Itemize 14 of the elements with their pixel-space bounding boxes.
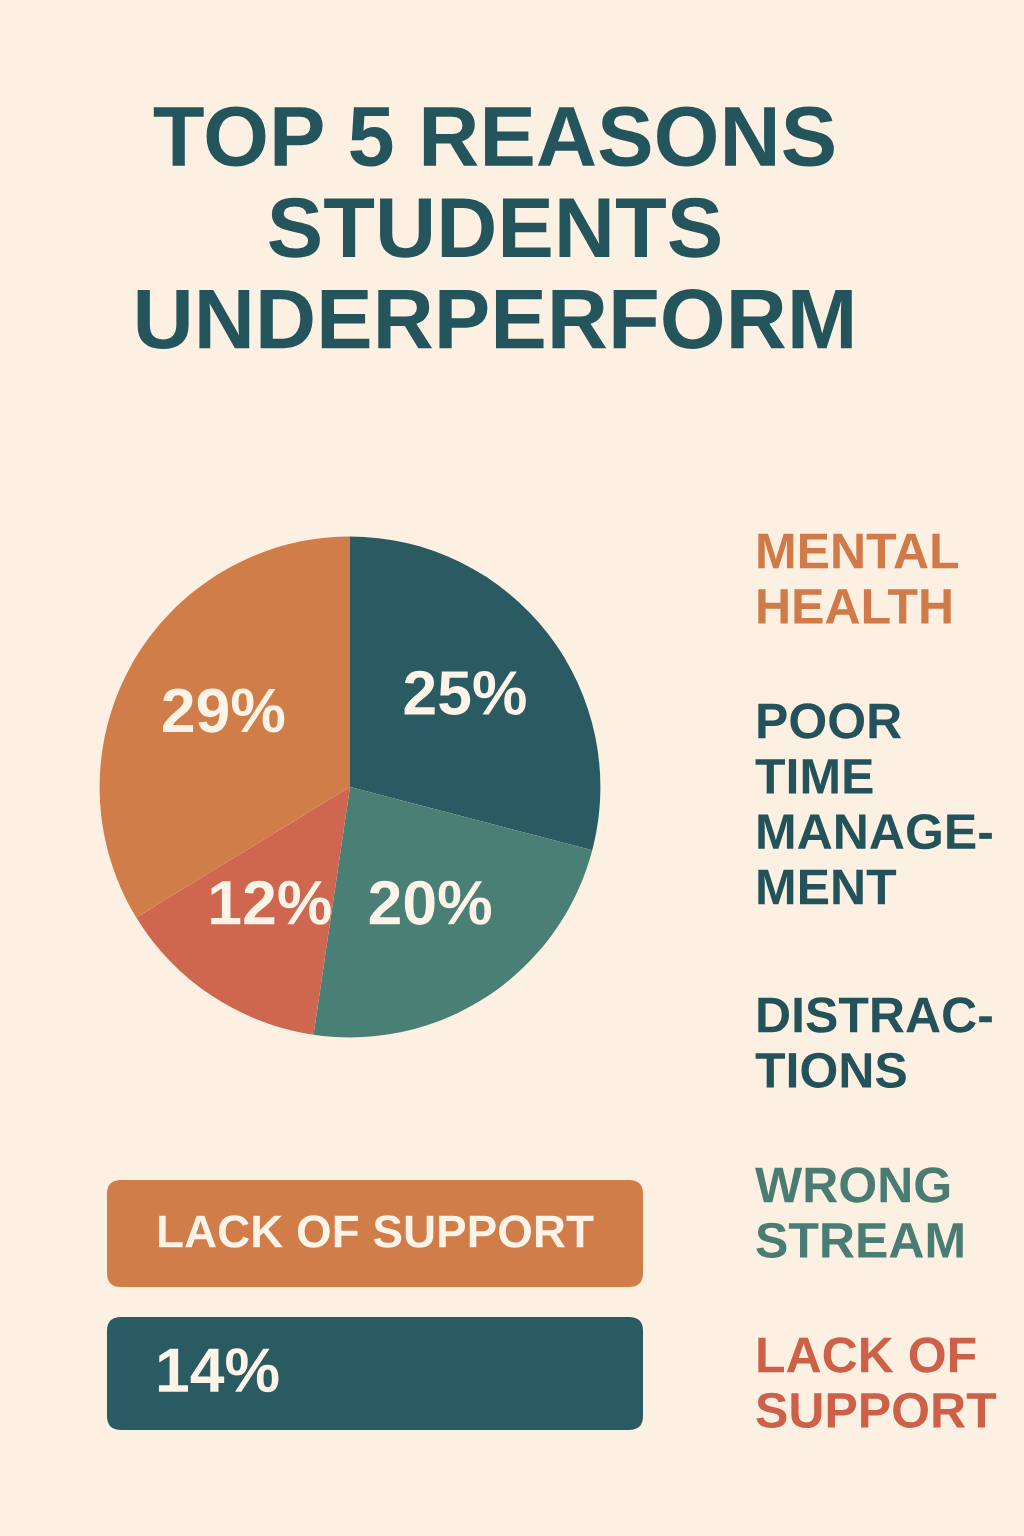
text: LACK OF SUPPORT bbox=[159, 1215, 594, 1248]
pie-slice bbox=[350, 536, 601, 851]
pie-slice bbox=[136, 787, 350, 1035]
category-label: DISTRAC- TIONS bbox=[755, 997, 992, 1089]
category-label: LACK OF SUPPORT bbox=[756, 1337, 997, 1429]
category-label: MENTAL HEALTH bbox=[758, 533, 959, 624]
category-label: WRONG STREAM bbox=[755, 1167, 963, 1259]
chart-title: TOP 5 REASONS STUDENTS UNDERPERFORM bbox=[137, 106, 852, 349]
text: 14% bbox=[158, 1348, 279, 1393]
data-label: 25% bbox=[404, 670, 526, 716]
data-label: 20% bbox=[369, 880, 492, 925]
data-label: 12% bbox=[211, 880, 331, 925]
category-label: POOR TIME MANAGE- MENT bbox=[755, 703, 992, 905]
data-label: 29% bbox=[162, 688, 285, 733]
